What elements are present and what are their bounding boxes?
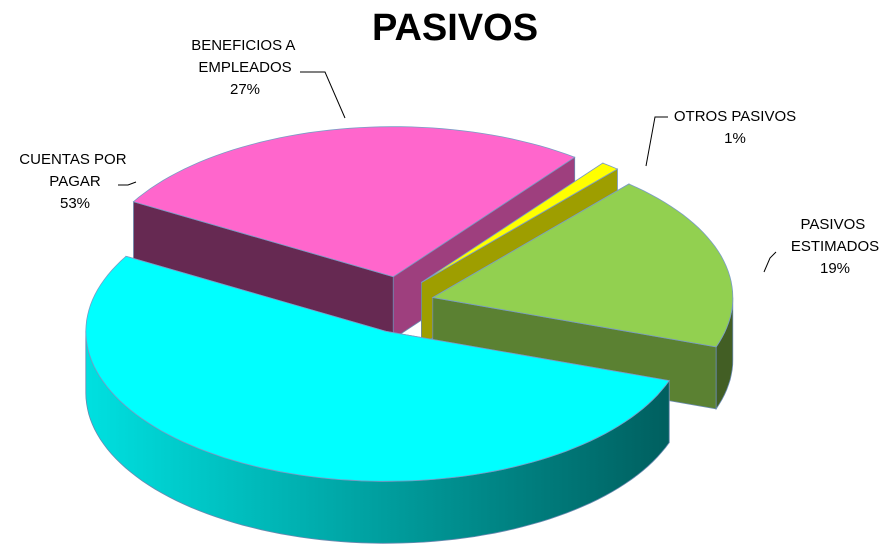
value-label: 53% — [60, 195, 90, 212]
labels: BENEFICIOS A EMPLEADOS 27% OTROS PASIVOS 1%… — [19, 37, 879, 277]
value-label: 27% — [230, 81, 260, 98]
chart-title: PASIVOS — [372, 7, 538, 49]
slices — [85, 126, 734, 482]
slice — [421, 162, 619, 283]
leader-line — [763, 251, 777, 273]
leader-line — [300, 71, 346, 119]
slice — [132, 126, 576, 278]
slice-label: BENEFICIOS A EMPLEADOS — [191, 37, 299, 76]
slice-label: CUENTAS POR PAGAR — [19, 151, 130, 190]
value-label: 1% — [724, 130, 746, 147]
slice — [85, 255, 670, 482]
slice-label: OTROS PASIVOS — [674, 108, 796, 125]
leader-line — [118, 181, 137, 186]
value-label: 19% — [820, 260, 850, 277]
slice-label: PASIVOS ESTIMADOS — [791, 216, 879, 255]
leader-line — [645, 116, 668, 167]
slice — [431, 183, 734, 348]
